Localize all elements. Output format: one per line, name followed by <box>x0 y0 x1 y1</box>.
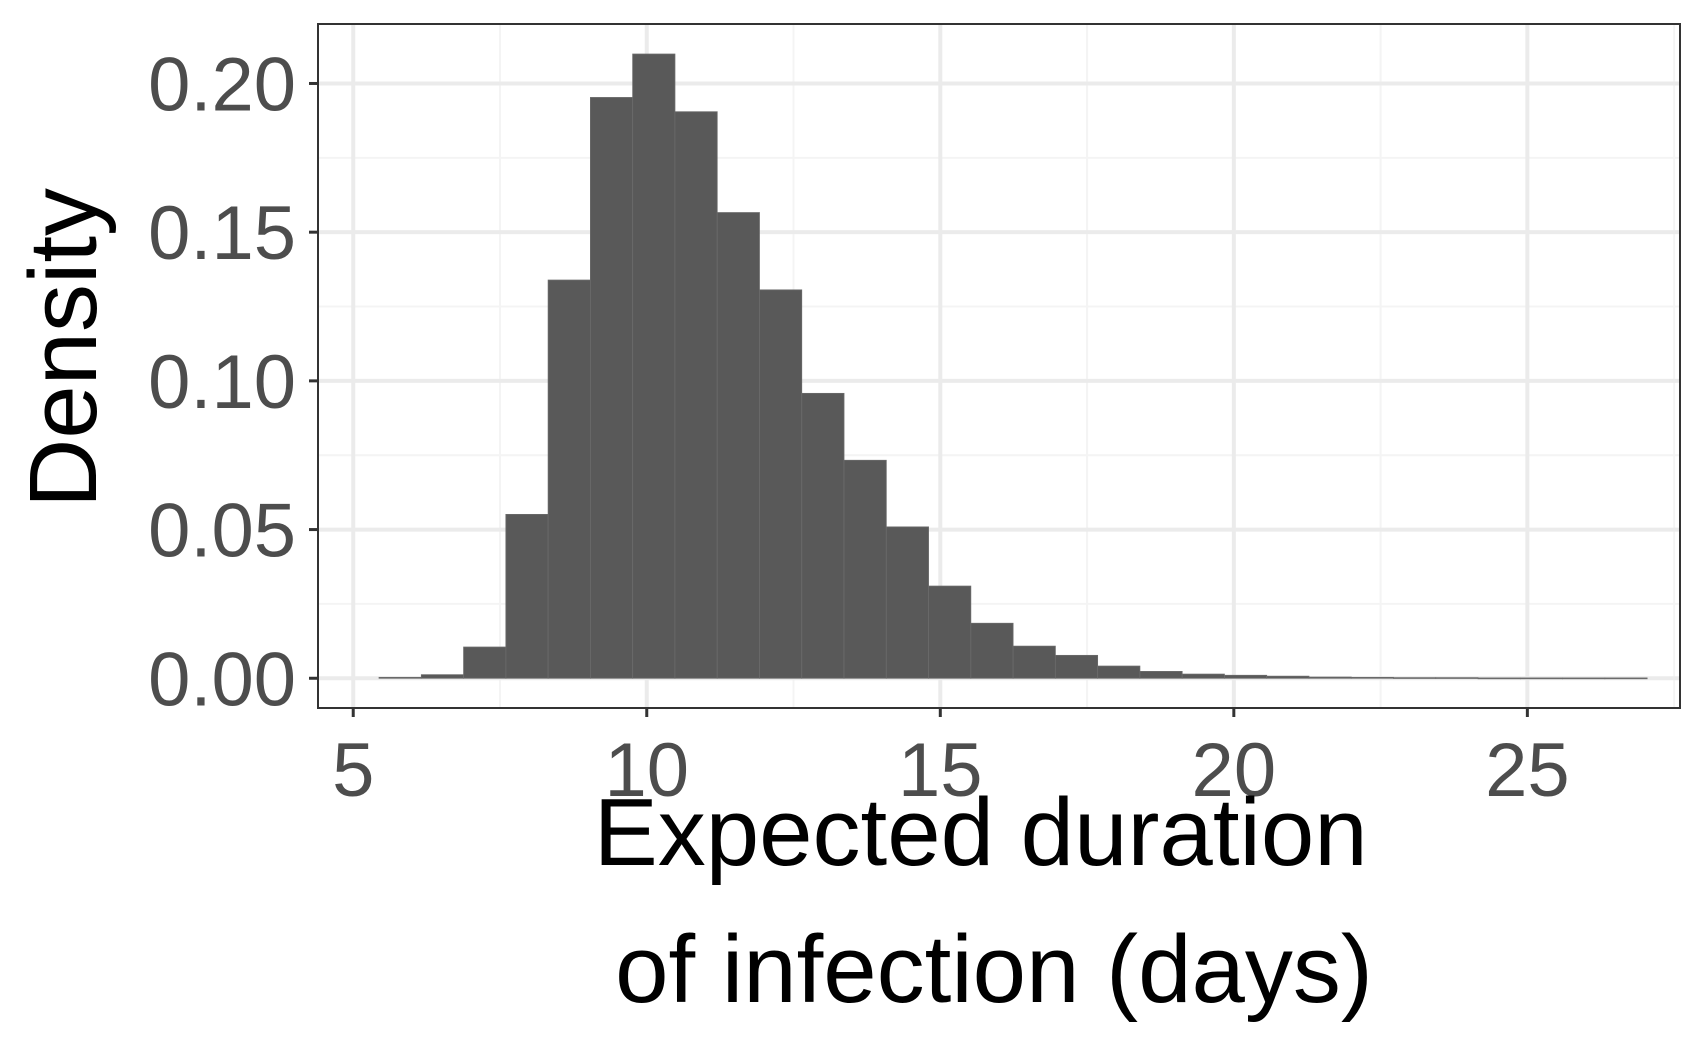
histogram-bar <box>759 289 803 679</box>
histogram-bar <box>1266 675 1310 679</box>
y-tick-label: 0.15 <box>148 191 296 276</box>
x-tick-label: 20 <box>1192 728 1277 813</box>
histogram-bar <box>1012 645 1056 679</box>
x-tick-label: 10 <box>604 728 689 813</box>
axis-ticks <box>309 81 1529 717</box>
x-axis-title-line-2: of infection (days) <box>615 916 1373 1023</box>
x-tick-label: 15 <box>898 728 983 813</box>
histogram-bar <box>1224 674 1268 679</box>
histogram-bar <box>1519 677 1563 680</box>
histogram-bar <box>970 622 1014 679</box>
histogram-bar <box>1097 665 1141 679</box>
histogram-bar <box>1308 676 1352 679</box>
y-axis-tick-labels: 0.00 0.05 0.10 0.15 0.20 <box>148 42 296 722</box>
y-tick-label: 0.00 <box>148 637 296 722</box>
x-axis-title-line-1: Expected duration <box>594 779 1368 886</box>
y-tick-label: 0.20 <box>148 42 296 127</box>
histogram-bar <box>674 111 718 679</box>
histogram-bar <box>1477 677 1521 680</box>
x-tick-label: 5 <box>332 728 374 813</box>
histogram-bar <box>378 676 422 679</box>
histogram-bar <box>590 97 634 679</box>
histogram-bar <box>1393 677 1437 679</box>
histogram-bar <box>843 459 887 679</box>
histogram-bar <box>420 674 464 679</box>
plot-panel-border <box>317 23 1681 709</box>
histogram-bar <box>1562 677 1606 680</box>
x-axis-tick-labels: 5 10 15 20 25 <box>332 728 1570 813</box>
histogram-bar <box>1139 671 1183 679</box>
histogram-bar <box>1604 677 1648 680</box>
histogram-bar <box>1435 677 1479 679</box>
histogram-bar <box>885 526 929 679</box>
histogram-bar <box>632 53 676 679</box>
histogram-bar <box>505 513 549 679</box>
histogram-bar <box>801 392 845 679</box>
x-tick-label: 25 <box>1485 728 1570 813</box>
histogram-bars <box>378 53 1648 680</box>
histogram-bar <box>1350 676 1394 679</box>
y-tick-label: 0.10 <box>148 340 296 425</box>
histogram-bar <box>1054 654 1099 679</box>
histogram-bar <box>463 646 507 679</box>
histogram-bar <box>716 212 760 679</box>
histogram-bar <box>1181 673 1225 679</box>
histogram-bar <box>547 279 591 679</box>
x-axis-title: Expected duration of infection (days) <box>594 779 1395 1023</box>
histogram-bar <box>928 585 972 679</box>
y-axis-title: Density <box>10 188 117 508</box>
y-tick-label: 0.05 <box>148 489 296 574</box>
